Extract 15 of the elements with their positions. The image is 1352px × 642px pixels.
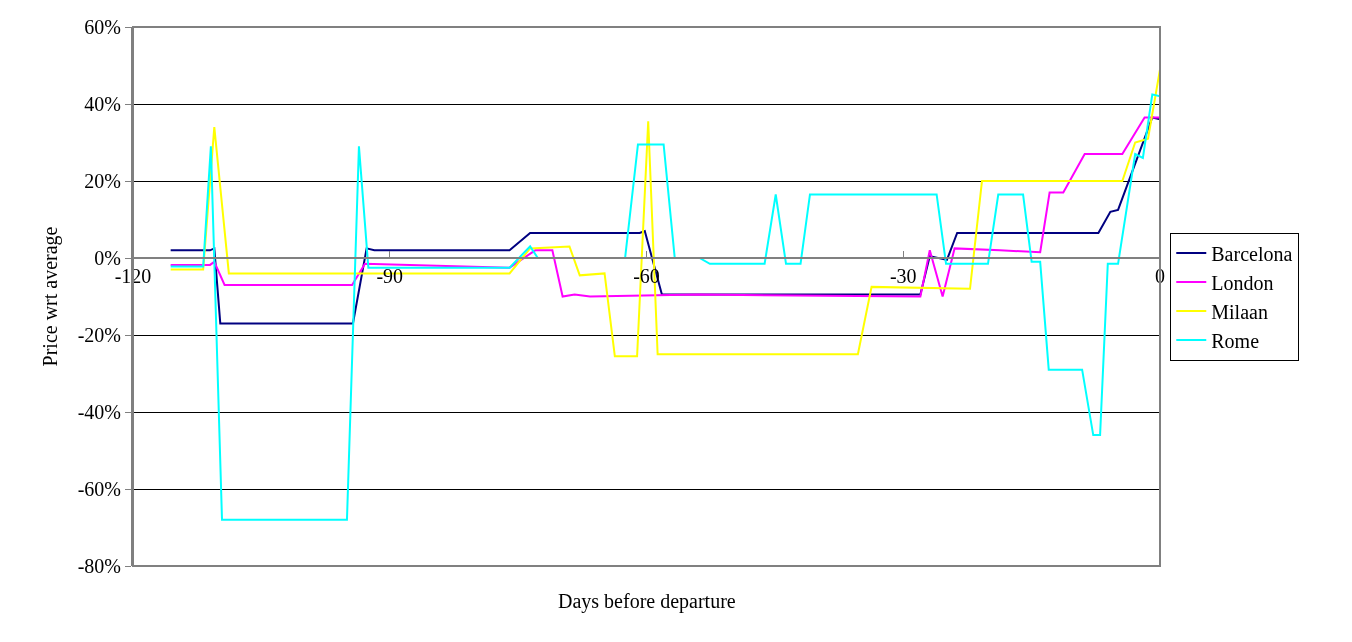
y-tick-label: -60% bbox=[77, 478, 121, 500]
y-tick-label: 40% bbox=[84, 93, 121, 115]
y-tick-label: 60% bbox=[84, 16, 121, 38]
x-axis-title: Days before departure bbox=[558, 590, 736, 613]
y-tick-label: 0% bbox=[94, 247, 121, 269]
x-tick-label: -30 bbox=[889, 265, 917, 287]
y-tick-label: -80% bbox=[77, 555, 121, 577]
y-axis-title: Price wrt average bbox=[38, 226, 62, 367]
y-tick-label: 20% bbox=[84, 170, 121, 192]
legend-label: London bbox=[1211, 271, 1274, 294]
legend-label: Rome bbox=[1211, 329, 1260, 352]
y-tick-label: -40% bbox=[77, 401, 121, 423]
legend-label: Milaan bbox=[1211, 300, 1268, 323]
legend-label: Barcelona bbox=[1211, 242, 1293, 265]
y-tick-label: -20% bbox=[77, 324, 121, 346]
